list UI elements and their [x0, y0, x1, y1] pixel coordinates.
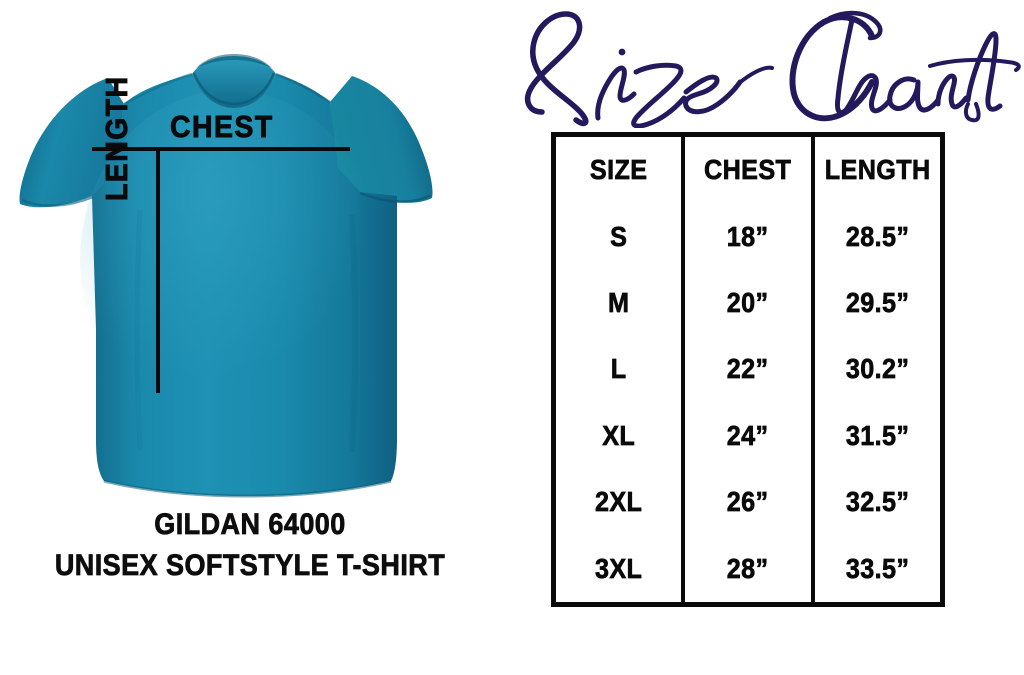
table-cell-length: 33.5”	[845, 552, 910, 584]
chest-column: CHEST 18” 20” 22” 24” 26” 28”	[681, 137, 810, 602]
length-column: LENGTH 28.5” 29.5” 30.2” 31.5” 32.5” 33.…	[810, 137, 940, 602]
table-cell-size: 2XL	[595, 486, 643, 518]
length-measure-line	[156, 150, 160, 393]
table-cell-length: 32.5”	[845, 486, 910, 518]
tshirt-illustration	[19, 54, 433, 498]
table-cell-chest: 20”	[727, 287, 769, 319]
column-header-length: LENGTH	[824, 154, 931, 186]
table-cell-length: 29.5”	[845, 287, 910, 319]
table-cell-chest: 24”	[727, 419, 769, 452]
table-cell-length: 28.5”	[845, 220, 910, 252]
table-cell-size: S	[610, 220, 628, 252]
table-cell-length: 30.2”	[845, 353, 910, 385]
chest-measure-label: CHEST	[170, 109, 274, 144]
column-header-chest: CHEST	[704, 154, 792, 186]
size-column: SIZE S M L XL 2XL 3XL	[556, 137, 681, 602]
table-cell-chest: 28”	[727, 552, 769, 584]
table-cell-chest: 22”	[727, 353, 769, 385]
table-cell-size: 3XL	[595, 552, 643, 584]
tshirt-photo: CHEST LENGTH	[0, 0, 500, 505]
table-cell-chest: 26”	[727, 486, 769, 518]
table-cell-size: M	[607, 287, 630, 319]
product-panel: CHEST LENGTH GILDAN 64000 UNISEX SOFTSTY…	[0, 0, 500, 675]
size-table: SIZE S M L XL 2XL 3XL CHEST 18” 20” 22” …	[551, 132, 945, 607]
table-cell-size: L	[610, 353, 627, 385]
product-caption: GILDAN 64000 UNISEX SOFTSTYLE T-SHIRT	[0, 505, 500, 587]
table-cell-size: XL	[602, 419, 636, 452]
table-cell-chest: 18”	[727, 220, 769, 252]
size-chart-script-lettering	[524, 10, 1021, 128]
size-chart-panel: SIZE S M L XL 2XL 3XL CHEST 18” 20” 22” …	[500, 0, 1024, 675]
product-description-label: UNISEX SOFTSTYLE T-SHIRT	[54, 549, 446, 583]
column-header-size: SIZE	[589, 154, 648, 186]
product-model-label: GILDAN 64000	[154, 508, 346, 542]
chest-measure-line	[92, 147, 350, 151]
size-chart-title	[500, 0, 1024, 128]
length-measure-label: LENGTH	[99, 75, 135, 201]
table-cell-length: 31.5”	[845, 419, 910, 452]
